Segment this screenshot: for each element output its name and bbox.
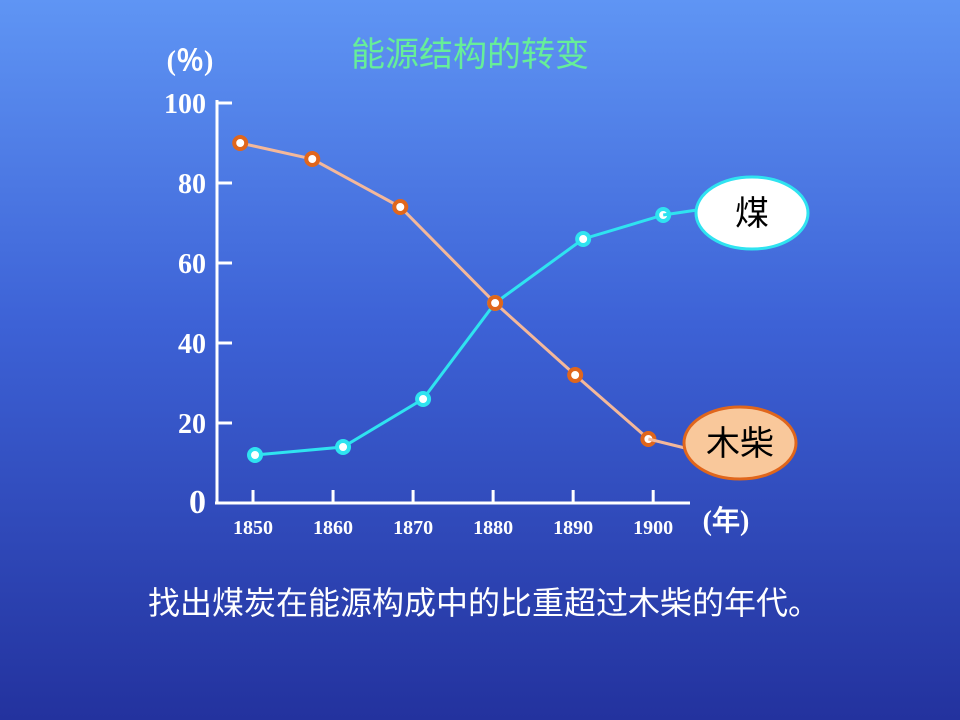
y-tick-label: 0 (189, 484, 206, 521)
data-point (247, 447, 264, 463)
y-tick-label: 40 (178, 329, 206, 360)
x-tick-label: 1900 (633, 517, 673, 539)
x-tick-label: 1890 (553, 517, 593, 539)
chart-title: 能源结构的转变 (351, 35, 589, 75)
label-connector (648, 437, 686, 450)
x-tick-label: 1850 (233, 517, 273, 539)
y-axis-label: (％) (167, 46, 214, 77)
series-line (254, 213, 664, 457)
question: 找出煤炭在能源构成中的比重超过木柴的年代。 (148, 584, 821, 622)
data-point (392, 199, 409, 215)
legend-label: 煤 (735, 194, 769, 234)
series-line (239, 141, 650, 441)
data-point (487, 295, 504, 311)
legend-label: 木柴 (706, 424, 774, 464)
label-connector (662, 208, 698, 217)
x-axis-label: (年) (703, 504, 750, 537)
y-tick-label: 20 (178, 409, 206, 440)
data-point (415, 391, 432, 407)
data-point (304, 151, 321, 167)
x-tick-label: 1870 (393, 517, 433, 539)
y-tick-label: 100 (164, 89, 206, 120)
data-point (567, 367, 584, 383)
y-tick-label: 60 (178, 249, 206, 280)
data-point (575, 231, 592, 247)
legend-bubble (682, 405, 798, 481)
x-tick-label: 1880 (473, 517, 513, 539)
y-tick-label: 80 (178, 169, 206, 200)
data-point (335, 439, 352, 455)
data-point (232, 135, 249, 151)
legend-bubble (694, 175, 810, 251)
x-tick-label: 1860 (313, 517, 353, 539)
